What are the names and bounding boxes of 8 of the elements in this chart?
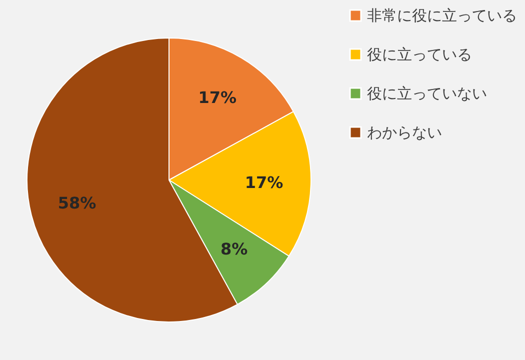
legend-label: 役に立っていない: [367, 84, 487, 102]
data-label: 8%: [220, 239, 248, 258]
data-label: 17%: [198, 88, 237, 108]
legend-label: 非常に役に立っている: [367, 6, 517, 24]
data-label: 17%: [244, 172, 284, 192]
legend-label: 役に立っている: [367, 46, 472, 64]
data-label: 58%: [58, 194, 96, 213]
legend-label: わからない: [367, 124, 442, 142]
